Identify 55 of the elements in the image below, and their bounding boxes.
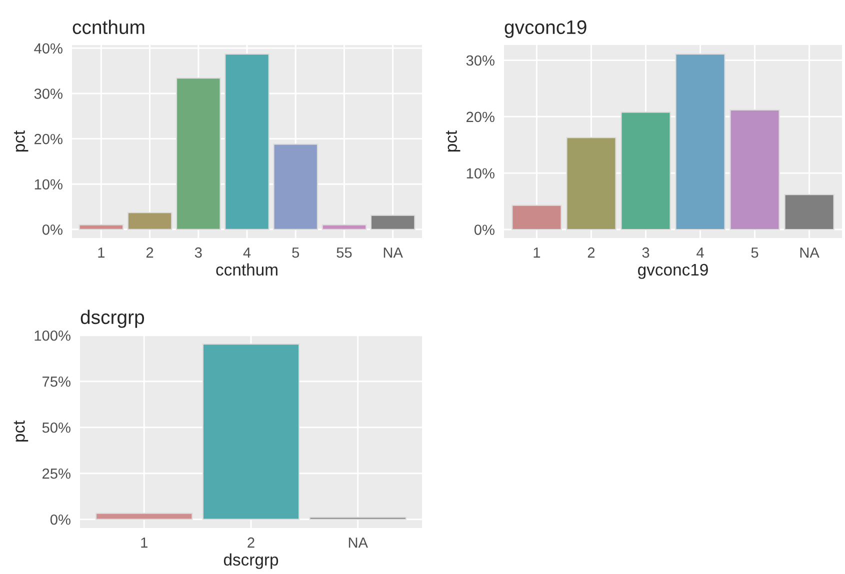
y-axis-title: pct bbox=[14, 130, 28, 152]
x-tick-label: 5 bbox=[292, 248, 300, 258]
y-tick-label: 0% bbox=[50, 514, 70, 525]
bar bbox=[784, 194, 834, 230]
bar bbox=[322, 224, 367, 230]
y-tick-label: 75% bbox=[42, 376, 70, 387]
x-tick-label: 1 bbox=[98, 248, 105, 258]
chart-title: ccnthum bbox=[72, 20, 144, 34]
x-axis-title: gvconc19 bbox=[638, 264, 708, 279]
bar bbox=[309, 516, 407, 520]
x-axis-title: dscrgrp bbox=[224, 553, 278, 569]
y-tick-label: 20% bbox=[34, 134, 62, 144]
bar bbox=[202, 343, 300, 520]
bar bbox=[127, 212, 172, 230]
bar bbox=[370, 214, 416, 230]
x-tick-label: 2 bbox=[588, 247, 595, 258]
bar bbox=[566, 136, 616, 230]
bar bbox=[176, 78, 221, 230]
bar bbox=[95, 512, 193, 520]
bar bbox=[78, 224, 124, 230]
x-tick-label: 2 bbox=[248, 537, 254, 548]
x-tick-label: 1 bbox=[141, 538, 148, 548]
x-axis-title: ccnthum bbox=[216, 263, 278, 276]
x-tick-label: 3 bbox=[642, 247, 650, 258]
y-tick-label: 100% bbox=[34, 330, 70, 341]
x-tick-label: 3 bbox=[194, 247, 202, 258]
x-tick-label: 4 bbox=[243, 248, 251, 258]
x-tick-label: 4 bbox=[696, 248, 704, 258]
bar bbox=[730, 109, 780, 230]
bar bbox=[273, 144, 318, 230]
y-axis-title: pct bbox=[14, 420, 28, 442]
chart-title: gvconc19 bbox=[504, 20, 586, 38]
x-tick-label: 2 bbox=[146, 247, 154, 258]
bar bbox=[675, 53, 726, 230]
chart-title: dscrgrp bbox=[80, 310, 144, 328]
x-tick-label: 5 bbox=[751, 248, 758, 258]
y-tick-label: 50% bbox=[42, 422, 70, 433]
x-tick-label: 55 bbox=[336, 248, 352, 258]
y-tick-label: 25% bbox=[42, 468, 70, 479]
x-tick-label: NA bbox=[800, 248, 820, 258]
y-tick-label: 30% bbox=[34, 88, 62, 99]
y-tick-label: 10% bbox=[466, 168, 494, 179]
x-tick-label: 1 bbox=[534, 248, 540, 258]
y-tick-label: 0% bbox=[474, 224, 494, 235]
y-tick-label: 30% bbox=[466, 55, 494, 66]
bar bbox=[620, 112, 671, 230]
y-axis-title: pct bbox=[446, 130, 460, 152]
bar bbox=[224, 54, 270, 230]
y-tick-label: 0% bbox=[42, 224, 62, 235]
x-tick-label: NA bbox=[384, 248, 403, 258]
y-tick-label: 10% bbox=[34, 179, 62, 190]
y-tick-label: 40% bbox=[34, 43, 62, 54]
x-tick-label: NA bbox=[348, 538, 368, 548]
bar bbox=[512, 204, 562, 230]
y-tick-label: 20% bbox=[466, 112, 494, 122]
